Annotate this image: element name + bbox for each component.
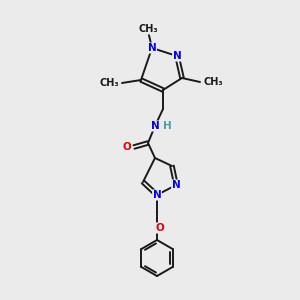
Text: CH₃: CH₃	[99, 78, 119, 88]
Text: CH₃: CH₃	[138, 24, 158, 34]
Text: N: N	[172, 51, 182, 61]
Text: H: H	[163, 121, 171, 131]
Text: CH₃: CH₃	[203, 77, 223, 87]
Text: N: N	[148, 43, 156, 53]
Text: N: N	[172, 180, 180, 190]
Text: N: N	[153, 190, 161, 200]
Text: O: O	[122, 142, 131, 152]
Text: O: O	[156, 223, 164, 233]
Text: N: N	[151, 121, 159, 131]
